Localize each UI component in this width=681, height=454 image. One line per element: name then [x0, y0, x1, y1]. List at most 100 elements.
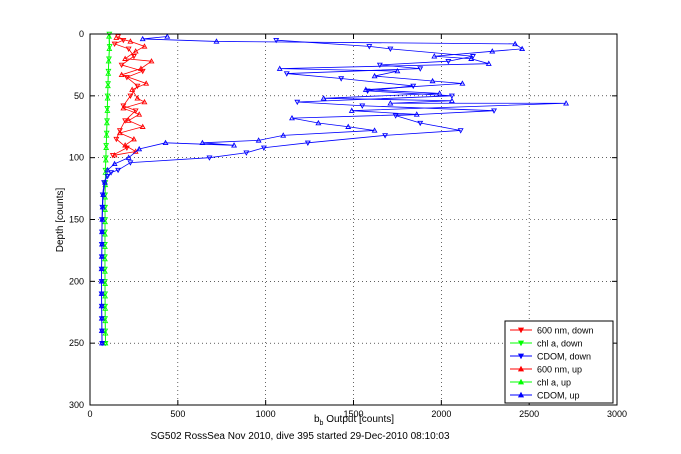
data-point	[387, 46, 394, 52]
data-point	[98, 253, 105, 259]
y-tick-label: 200	[69, 276, 84, 286]
data-point	[371, 72, 378, 79]
data-point	[127, 38, 134, 44]
data-traces	[98, 31, 570, 347]
data-point	[519, 45, 526, 52]
data-point	[273, 37, 280, 44]
data-point	[130, 135, 137, 142]
legend-entry: chl a, up	[537, 378, 571, 388]
data-point	[102, 218, 109, 225]
data-point	[132, 48, 139, 54]
legend-entry: chl a, down	[537, 339, 583, 349]
data-point	[260, 145, 267, 151]
data-point	[315, 119, 322, 126]
data-point	[130, 54, 137, 60]
data-point	[366, 44, 373, 50]
data-point	[122, 118, 129, 124]
y-tick-label: 300	[69, 400, 84, 410]
legend-marker	[517, 340, 525, 347]
y-tick-label: 150	[69, 215, 84, 225]
data-point	[283, 71, 290, 77]
data-point	[448, 93, 455, 99]
data-point	[101, 255, 108, 262]
legend-entry: CDOM, up	[537, 391, 580, 401]
data-point	[120, 37, 127, 44]
x-tick-label: 1500	[343, 409, 363, 419]
data-point	[139, 123, 146, 129]
data-point	[141, 98, 148, 105]
x-tick-label: 3000	[607, 409, 627, 419]
x-axis-label: bb Output [counts]	[314, 414, 394, 427]
data-point	[101, 243, 108, 249]
legend-marker	[517, 378, 525, 385]
data-point	[132, 108, 139, 114]
legend-box	[504, 320, 614, 404]
data-point	[304, 140, 311, 146]
data-point	[98, 278, 105, 284]
data-point	[111, 152, 118, 158]
data-point	[382, 133, 389, 139]
data-point	[127, 93, 134, 99]
x-tick-label: 2000	[431, 409, 451, 419]
data-point	[436, 90, 443, 96]
x-tick-label: 0	[87, 409, 92, 419]
series-5	[98, 33, 570, 346]
data-point	[118, 62, 125, 69]
data-point	[108, 170, 115, 176]
data-point	[376, 62, 383, 69]
data-point	[101, 231, 108, 237]
x-tick-label: 500	[170, 409, 185, 419]
data-point	[100, 191, 107, 197]
data-point	[394, 67, 401, 74]
data-point	[102, 293, 109, 299]
data-point	[320, 95, 327, 101]
legend-entry: 600 nm, up	[537, 365, 582, 375]
data-point	[106, 45, 113, 52]
legend-marker	[517, 365, 525, 372]
data-point	[294, 99, 301, 106]
legend-marker	[517, 353, 525, 360]
data-point	[136, 145, 143, 152]
data-point	[104, 82, 111, 89]
data-point	[101, 268, 108, 274]
data-point	[469, 54, 476, 60]
data-point	[129, 86, 136, 92]
axis-ticks: 0 500 1000 1500 2000 2500 3000 0 50 100 150 200 250 3…	[69, 29, 627, 419]
data-point	[448, 97, 455, 103]
data-point	[289, 114, 295, 121]
data-point	[213, 38, 220, 44]
data-point	[102, 157, 109, 163]
data-point	[109, 152, 116, 159]
data-point	[143, 80, 150, 86]
data-point	[139, 35, 146, 42]
data-point	[148, 58, 155, 64]
data-point	[141, 43, 148, 49]
data-point	[120, 103, 127, 109]
x-axis-label-rest: Output [counts]	[323, 414, 394, 425]
data-point	[115, 167, 122, 174]
data-point	[102, 194, 109, 200]
data-point	[371, 127, 378, 133]
data-point	[338, 76, 345, 82]
data-point	[98, 340, 105, 346]
data-point	[362, 86, 369, 92]
data-point	[348, 107, 355, 113]
legend-marker	[517, 391, 525, 398]
data-point	[113, 34, 120, 40]
data-point	[431, 53, 438, 59]
data-point	[136, 111, 143, 117]
data-point	[468, 55, 475, 61]
data-point	[102, 280, 109, 287]
data-point	[429, 77, 436, 84]
data-point	[98, 265, 105, 272]
data-point	[98, 315, 105, 321]
data-point	[280, 132, 287, 138]
data-point	[104, 107, 111, 113]
data-point	[104, 166, 111, 173]
data-point	[231, 142, 238, 148]
data-point	[459, 80, 466, 86]
data-point	[445, 58, 452, 65]
data-point	[102, 330, 109, 336]
series-4	[101, 33, 113, 346]
